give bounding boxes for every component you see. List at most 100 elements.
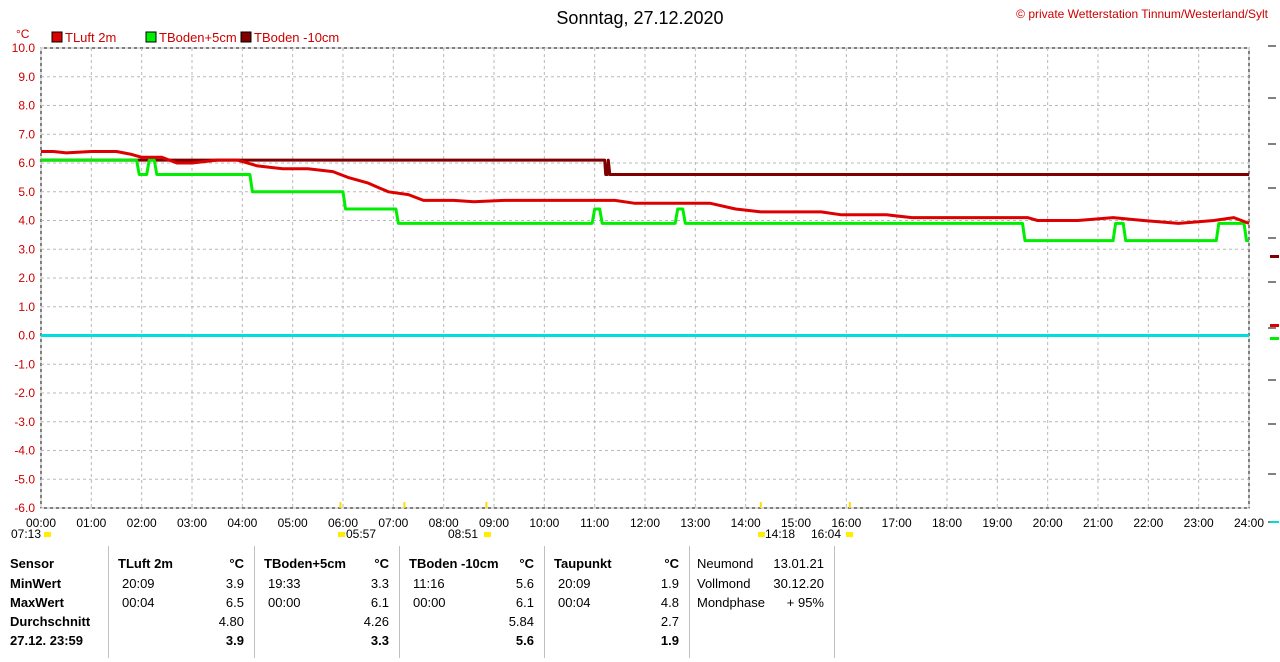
moon-phase-label: Mondphase: [697, 595, 765, 610]
sun-marker-icon: [484, 532, 491, 537]
y-tick-label: -2.0: [14, 386, 35, 400]
tau-current-value: 1.9: [660, 633, 679, 648]
header-taupunkt: Taupunkt: [554, 556, 612, 571]
sun-marker-label: 16:04: [811, 527, 841, 541]
y-tick-label: -5.0: [14, 472, 35, 486]
tau-min-time: 20:09: [558, 576, 591, 591]
x-tick-label: 01:00: [76, 516, 106, 530]
stats-col-moon: Neumond 13.01.21 Vollmond 30.12.20 Mondpha…: [689, 546, 834, 658]
y-tick-label: -1.0: [14, 357, 35, 371]
tb10-min-time: 11:16: [413, 576, 445, 591]
chart-title: Sonntag, 27.12.2020: [556, 8, 723, 28]
sun-marker-label: 14:18: [765, 527, 795, 541]
tau-max-time: 00:04: [558, 595, 591, 610]
stats-col-sensor: Sensor MinWert MaxWert Durchschnitt 27.1…: [0, 546, 108, 658]
tluft-current-value: 3.9: [225, 633, 244, 648]
header-tluft: TLuft 2m: [118, 556, 173, 571]
y-tick-label: 5.0: [18, 185, 35, 199]
legend-label: TLuft 2m: [65, 30, 116, 45]
right-marker-taupunkt: [1270, 521, 1279, 523]
row-label-min: MinWert: [10, 576, 62, 591]
x-tick-label: 12:00: [630, 516, 660, 530]
moon-phase-value: + 95%: [786, 595, 824, 610]
x-tick-label: 18:00: [932, 516, 962, 530]
right-side-markers: [1268, 45, 1279, 523]
sun-marker-icon: [44, 532, 51, 537]
x-tick-label: 06:00: [328, 516, 358, 530]
series-line: [41, 158, 1249, 176]
tb10-min-value: 5.6: [515, 576, 534, 591]
legend-label: TBoden -10cm: [254, 30, 339, 45]
legend-item: TBoden+5cm: [145, 30, 237, 45]
y-tick-label: 7.0: [18, 127, 35, 141]
sun-marker: 07:13: [11, 502, 406, 541]
legend-label: TBoden+5cm: [159, 30, 237, 45]
x-tick-label: 17:00: [882, 516, 912, 530]
tau-avg-value: 2.7: [660, 614, 679, 629]
sun-marker: 05:57: [338, 502, 376, 541]
x-tick-label: 02:00: [127, 516, 157, 530]
right-marker-tboden10: [1270, 255, 1279, 258]
tb10-max-time: 00:00: [413, 595, 446, 610]
x-tick-label: 24:00: [1234, 516, 1264, 530]
x-tick-label: 22:00: [1133, 516, 1163, 530]
header-tboden10: TBoden -10cm: [409, 556, 499, 571]
x-tick-label: 20:00: [1033, 516, 1063, 530]
stats-col-tboden5: TBoden+5cm °C 19:33 3.3 00:00 6.1 4.26 3.3: [254, 546, 399, 658]
sun-marker: 14:18: [758, 502, 795, 541]
y-tick-label: -4.0: [14, 444, 35, 458]
right-marker-tboden5: [1270, 337, 1279, 340]
series-lines: [41, 150, 1250, 337]
y-axis-ticks: 10.0 9.0 8.0 7.0 6.0 5.0 4.0 3.0 2.0 1.0 0.0 -1.0 -2…: [12, 41, 36, 515]
x-tick-label: 11:00: [580, 516, 609, 530]
sun-marker-icon: [338, 532, 345, 537]
statistics-table: Sensor MinWert MaxWert Durchschnitt 27.1…: [0, 546, 1280, 662]
tb10-current-value: 5.6: [515, 633, 534, 648]
tb5-avg-value: 4.26: [363, 614, 389, 629]
moon-newmoon-label: Neumond: [697, 556, 754, 571]
row-label-current: 27.12. 23:59: [10, 633, 84, 648]
y-tick-label: -6.0: [14, 501, 35, 515]
tau-min-value: 1.9: [660, 576, 679, 591]
stats-col-tboden10: TBoden -10cm °C 11:16 5.6 00:00 6.1 5.84 5.…: [399, 546, 544, 658]
x-tick-label: 16:00: [831, 516, 861, 530]
tluft-min-value: 3.9: [225, 576, 244, 591]
x-tick-label: 05:00: [278, 516, 308, 530]
tau-max-value: 4.8: [660, 595, 679, 610]
sun-marker-icon: [758, 532, 765, 537]
x-tick-label: 15:00: [781, 516, 811, 530]
tluft-min-time: 20:09: [122, 576, 155, 591]
legend-swatch: [51, 31, 63, 43]
header-sensor: Sensor: [10, 556, 55, 571]
x-tick-label: 03:00: [177, 516, 207, 530]
stats-col-taupunkt: Taupunkt °C 20:09 1.9 00:04 4.8 2.7 1.9: [544, 546, 689, 658]
y-tick-label: 10.0: [12, 41, 36, 55]
y-tick-label: 4.0: [18, 214, 35, 228]
x-tick-label: 10:00: [529, 516, 559, 530]
moon-fullmoon-value: 30.12.20: [773, 576, 824, 591]
sun-marker: 16:04: [811, 502, 853, 541]
tb5-min-time: 19:33: [268, 576, 301, 591]
x-tick-label: 14:00: [731, 516, 761, 530]
x-axis-ticks: 00:00 01:00 02:00 03:00 04:00 05:00 06:00 07:00…: [26, 516, 1264, 530]
y-tick-label: 2.0: [18, 271, 35, 285]
y-unit-label: °C: [16, 27, 30, 41]
sun-marker-icon: [846, 532, 853, 537]
tb5-current-value: 3.3: [370, 633, 389, 648]
y-tick-label: -3.0: [14, 415, 35, 429]
x-tick-label: 04:00: [227, 516, 257, 530]
legend: TLuft 2m TBoden+5cm TBoden -10cm: [51, 30, 339, 45]
grid: [40, 47, 1250, 509]
temperature-chart: Sonntag, 27.12.2020 © private Wetterstat…: [11, 7, 1279, 541]
sun-marker-label: 08:51: [448, 527, 478, 541]
tluft-max-value: 6.5: [225, 595, 244, 610]
x-tick-label: 00:00: [26, 516, 56, 530]
legend-swatch: [145, 31, 157, 43]
tb5-max-value: 6.1: [370, 595, 389, 610]
legend-swatch: [240, 31, 252, 43]
x-tick-label: 13:00: [680, 516, 710, 530]
y-tick-label: 6.0: [18, 156, 35, 170]
x-tick-label: 21:00: [1083, 516, 1113, 530]
right-marker-tluft: [1270, 324, 1279, 327]
row-label-max: MaxWert: [10, 595, 64, 610]
